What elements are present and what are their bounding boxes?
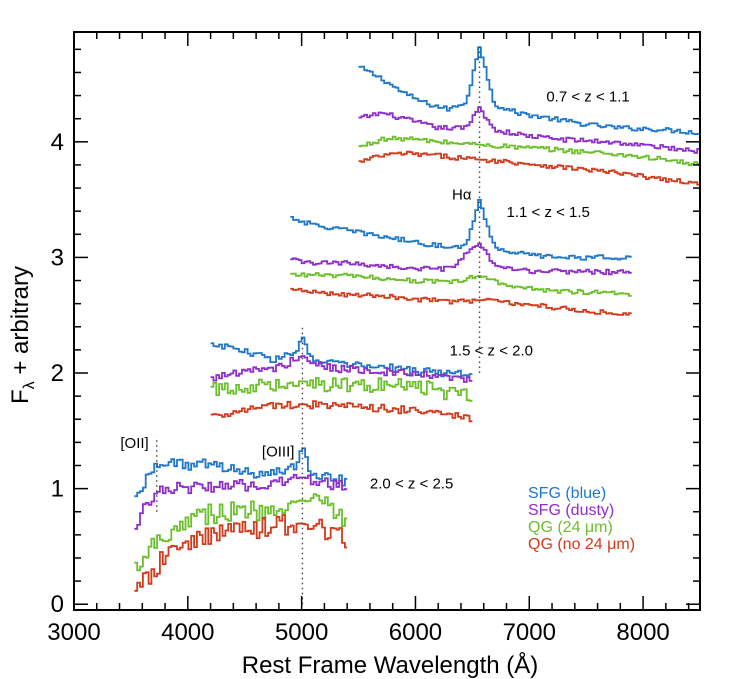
spectrum-line-qg-no-24-m--panel-2	[290, 287, 632, 316]
x-tick-label: 4000	[161, 619, 214, 646]
redshift-label-1: 0.7 < z < 1.1	[546, 88, 629, 105]
redshift-label-4: 2.0 < z < 2.5	[370, 476, 453, 493]
legend-entry-4: QG (no 24 μm)	[528, 536, 635, 553]
legend-entry-1: SFG (blue)	[528, 485, 606, 502]
spectrum-line-sfg-dusty--panel-3	[210, 355, 473, 383]
spectrum-line-qg-no-24-m--panel-1	[358, 150, 700, 186]
legend-entry-3: QG (24 μm)	[528, 519, 613, 536]
spectrum-line-qg-24-m--panel-2	[290, 272, 632, 297]
spectrum-line-qg-no-24-m--panel-3	[210, 400, 473, 423]
redshift-annotations: 0.7 < z < 1.1 1.1 < z < 1.5 1.5 < z < 2.0 2…	[370, 88, 630, 492]
spectrum-line-sfg-dusty--panel-1	[358, 106, 700, 154]
x-tick-label: 8000	[616, 619, 669, 646]
x-tick-label: 3000	[47, 619, 100, 646]
emission-line-label-3: [OII]	[120, 435, 148, 452]
y-axis-label-rest: + arbitrary	[7, 266, 34, 381]
emission-line-markers: Hα [OIII] [OII]	[120, 43, 481, 605]
x-tick-label: 7000	[503, 619, 556, 646]
y-tick-label: 0	[51, 591, 64, 618]
spectrum-line-sfg-blue--panel-1	[358, 46, 700, 135]
spectrum-line-sfg-dusty--panel-2	[290, 242, 632, 276]
axes: 3000 4000 5000 6000 7000 8000 0 1 2 3 4	[47, 31, 701, 646]
spectrum-line-qg-24-m--panel-1	[358, 135, 700, 167]
y-tick-label: 3	[51, 244, 64, 271]
spectrum-line-sfg-blue--panel-3	[210, 336, 473, 378]
y-axis-label-main: F	[7, 389, 34, 404]
redshift-label-2: 1.1 < z < 1.5	[507, 204, 590, 221]
spectra-layer	[134, 46, 700, 592]
y-axis-label: Fλ + arbitrary	[7, 266, 38, 404]
emission-line-label-1: Hα	[452, 187, 472, 204]
spectrum-line-qg-24-m--panel-4	[134, 493, 348, 572]
y-tick-label: 2	[51, 360, 64, 387]
spectrum-line-qg-24-m--panel-3	[210, 377, 473, 402]
spectrum-line-sfg-blue--panel-2	[290, 198, 632, 261]
x-tick-label: 5000	[275, 619, 328, 646]
redshift-label-3: 1.5 < z < 2.0	[450, 343, 533, 360]
legend-entry-2: SFG (dusty)	[528, 502, 614, 519]
plot-frame	[73, 31, 701, 611]
y-tick-label: 4	[51, 129, 64, 156]
legend: SFG (blue)SFG (dusty)QG (24 μm)QG (no 24…	[528, 485, 635, 553]
emission-line-label-2: [OIII]	[262, 443, 295, 460]
spectrum-line-qg-no-24-m--panel-4	[134, 514, 348, 592]
x-axis-label: Rest Frame Wavelength (Å)	[242, 651, 539, 679]
spectrum-line-sfg-dusty--panel-4	[134, 473, 348, 530]
y-axis-label-sub: λ	[21, 381, 38, 389]
x-tick-label: 6000	[389, 619, 442, 646]
y-tick-label: 1	[51, 476, 64, 503]
